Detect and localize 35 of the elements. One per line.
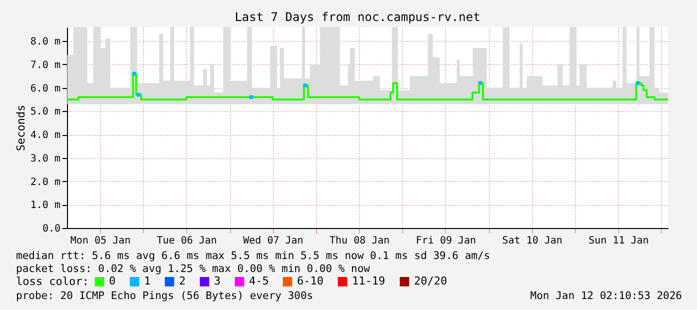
point (636, 81, 640, 85)
y-tick-label: 0.0 (42, 224, 60, 234)
legend-label: 4-5 (249, 274, 269, 288)
legend-label: 6-10 (297, 274, 324, 288)
legend-label: 1 (144, 274, 151, 288)
y-tick-label: 4.0 m (30, 130, 60, 142)
y-tick-label: 1.0 m (30, 200, 60, 212)
y-tick-label: 2.0 m (30, 176, 60, 188)
point (249, 95, 254, 99)
legend-label: 11-19 (352, 274, 386, 288)
text: probe: 20 ICMP Echo Pings (56 Bytes) every 300s (16, 290, 314, 302)
point (303, 84, 307, 88)
legend-label: 0 (109, 274, 116, 288)
legend-label: 3 (214, 274, 221, 288)
y-tick-label: 6.0 m (30, 83, 60, 94)
x-tick-label: Tue 06 Jan (156, 236, 217, 246)
x-tick-label: Fri 09 Jan (416, 236, 476, 246)
chart-title: Last 7 Days from noc.campus-rv.net (234, 10, 480, 24)
legend-label: 20/20 (414, 274, 448, 288)
y-tick-label: 3.0 m (30, 153, 60, 164)
legend-label: 2 (179, 274, 186, 288)
text: packet loss: 0.02 % avg 1.25 % max 0.00 % min 0.00 % now (16, 263, 371, 275)
x-tick-label: Wed 07 Jan (243, 236, 304, 246)
y-tick-label: 5.0 m (30, 106, 60, 118)
y-tick-label: 8.0 m (30, 36, 60, 48)
text: median rtt: 5.6 ms avg 6.6 ms max 5.5 ms min 5.5 ms now 0.1 ms sd 39.6 am/s (16, 250, 490, 262)
x-tick-label: Sun 11 Jan (588, 236, 649, 246)
legend-title: loss color: (16, 275, 89, 288)
y-axis-title: Seconds (14, 104, 28, 152)
point (478, 81, 482, 85)
text: Mon Jan 12 02:10:53 2026 (530, 290, 682, 302)
x-tick-label: Thu 08 Jan (329, 236, 390, 246)
y-tick-label: 7.0 m (30, 60, 60, 71)
x-tick-label: Sat 10 Jan (502, 236, 562, 246)
x-tick-label: Mon 05 Jan (70, 236, 131, 246)
